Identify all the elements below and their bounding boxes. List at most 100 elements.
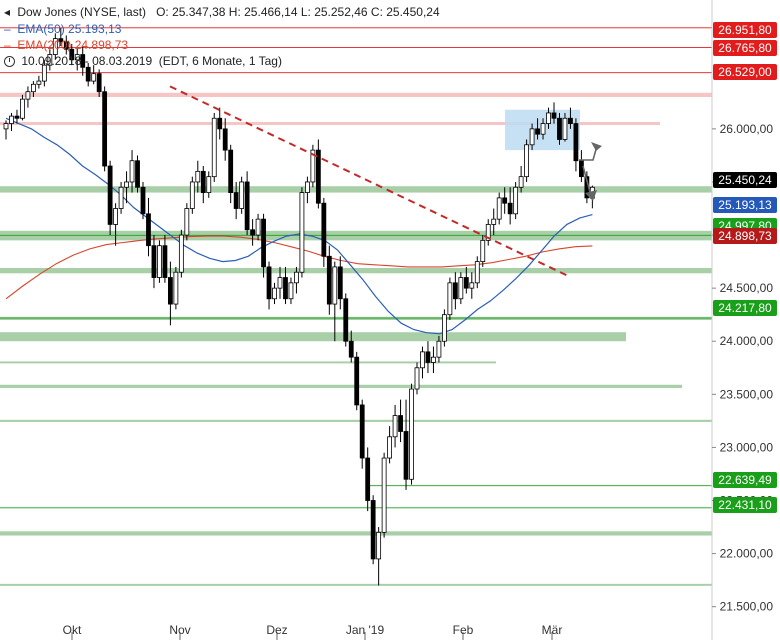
candle	[189, 176, 195, 214]
price-tag-label: 24.898,73	[718, 229, 772, 243]
candle	[211, 112, 217, 182]
candle	[579, 150, 584, 182]
ema200-value: 24.898,73	[74, 38, 129, 52]
candle-body	[447, 282, 453, 316]
candle-body	[463, 277, 469, 289]
candle	[474, 256, 480, 289]
candle	[41, 59, 47, 87]
level-lines	[0, 27, 712, 509]
candle-body	[255, 218, 261, 236]
candle-body	[211, 117, 217, 178]
candle-body	[546, 112, 551, 124]
candle	[173, 266, 179, 310]
candle-body	[403, 431, 409, 480]
candle-body	[326, 255, 332, 305]
candle	[244, 171, 250, 236]
legend-ema200[interactable]: – EMA(200) 24.898,73	[4, 38, 128, 52]
candle	[359, 399, 365, 469]
candle	[376, 527, 382, 586]
candle-body	[579, 160, 584, 178]
price-tag: 26.951,80	[713, 22, 777, 38]
candle-body	[485, 224, 491, 241]
ema50-label: EMA(50)	[17, 22, 65, 36]
price-tag: 25.450,24	[713, 172, 777, 188]
candle-body	[337, 266, 343, 300]
candle	[157, 240, 162, 283]
price-tag: 24.898,73	[713, 228, 777, 244]
triangle-icon: ◂	[4, 5, 11, 19]
candle	[496, 192, 502, 225]
price-tag-label: 22.639,49	[718, 473, 772, 487]
price-tag-bg	[713, 300, 777, 316]
legend-ema50[interactable]: – EMA(50) 25.193,13	[4, 22, 121, 36]
candle	[310, 144, 316, 188]
candle-body	[233, 192, 239, 209]
candle	[272, 282, 277, 305]
candle-body	[573, 123, 579, 162]
candle-body	[157, 245, 162, 278]
candle	[107, 160, 113, 236]
candle	[250, 219, 256, 246]
candle-body	[513, 186, 519, 215]
candle	[414, 362, 420, 395]
candle-body	[425, 351, 431, 363]
candle	[557, 112, 562, 145]
y-tick-label: 24.500,00	[720, 281, 774, 295]
candle-body	[304, 181, 310, 193]
y-tick-label: 21.500,00	[720, 600, 774, 614]
candle	[283, 266, 288, 305]
candle-body	[244, 181, 250, 231]
price-tag-bg	[713, 228, 777, 244]
candle	[146, 197, 151, 257]
candle	[348, 330, 354, 363]
candle-body	[217, 117, 223, 130]
candle-body	[74, 54, 80, 61]
candle-body	[85, 66, 91, 82]
candle-body	[392, 415, 398, 438]
price-tag-label: 26.765,80	[718, 41, 772, 55]
candle	[573, 118, 579, 172]
candle-body	[299, 192, 305, 273]
price-tag: 24.217,80	[713, 300, 777, 316]
candle-body	[568, 117, 573, 124]
candle	[529, 123, 535, 151]
candle	[151, 235, 157, 289]
y-tick-label: 26.000,00	[720, 122, 774, 136]
candle	[551, 102, 557, 124]
candle-body	[315, 149, 321, 204]
support-zone	[0, 583, 712, 586]
x-tick-label: Dez	[266, 623, 287, 637]
candle-body	[365, 457, 371, 501]
candle-body	[288, 282, 294, 300]
candle-body	[52, 38, 58, 55]
candle	[491, 208, 497, 236]
candle-body	[480, 239, 486, 262]
support-zone	[0, 531, 712, 536]
candle	[206, 171, 212, 198]
candle-body	[63, 41, 69, 50]
price-tag-bg	[713, 472, 777, 488]
candle	[431, 346, 436, 374]
candles	[3, 28, 595, 586]
candle	[502, 187, 508, 214]
scenario-arrows	[579, 142, 602, 201]
price-tag-bg	[713, 64, 777, 80]
price-tag-label: 24.217,80	[718, 301, 772, 315]
horizontal-zones	[0, 92, 712, 586]
candle	[513, 181, 519, 220]
candle	[74, 48, 80, 71]
candle-body	[25, 91, 31, 100]
chart-settings: (EDT, 6 Monate, 1 Tag)	[158, 54, 282, 68]
candle-body	[261, 218, 266, 268]
candle	[91, 65, 97, 85]
candle-body	[557, 117, 562, 140]
candle	[354, 351, 360, 411]
candle	[162, 235, 168, 283]
price-tag-bg	[713, 172, 777, 188]
candle	[562, 112, 568, 142]
candle-body	[294, 271, 299, 284]
candle-body	[310, 149, 316, 183]
date-range: 10.09.2018 - 08.03.2019	[21, 54, 153, 68]
support-zone	[0, 419, 712, 422]
candle-body	[562, 117, 568, 140]
